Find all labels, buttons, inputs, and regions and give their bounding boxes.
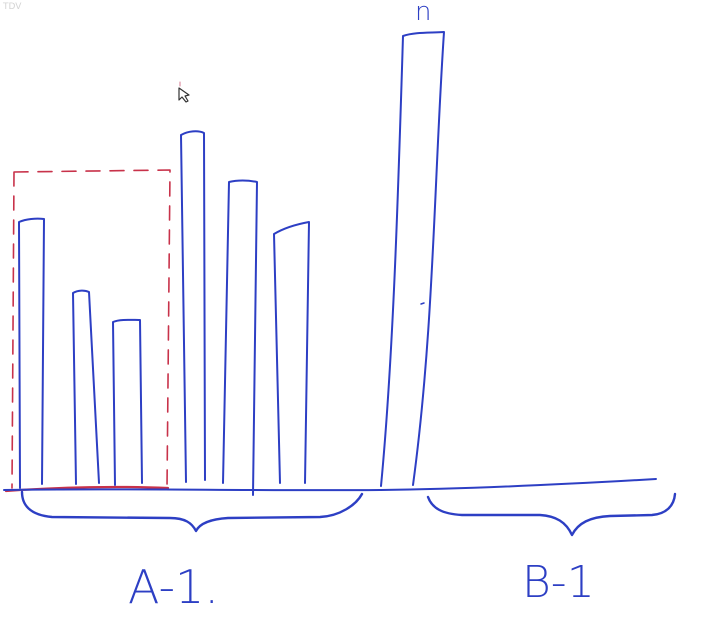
bar-1 [18,217,45,489]
brace-left [20,490,364,533]
tick-mark [420,302,425,305]
cursor-arrow-icon [178,81,190,103]
bar-7 [380,31,445,487]
bar-4 [180,130,206,483]
group-left-label: A-1. [128,560,219,614]
tall-bar-label: n [415,0,431,27]
group-right-label: B-1 [522,557,595,608]
baseline-axis [3,478,657,492]
corner-watermark: TDV [3,2,22,12]
bar-5 [222,179,258,496]
bar-2 [72,289,100,485]
selection-box [11,169,171,489]
bar-6 [273,221,310,484]
bar-3 [112,318,143,486]
brace-right [426,492,677,537]
